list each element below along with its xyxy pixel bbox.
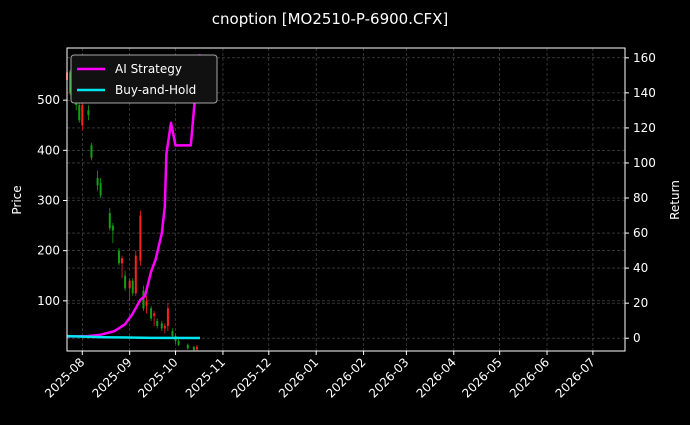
candle bbox=[81, 100, 84, 131]
candle bbox=[145, 295, 148, 314]
candle bbox=[139, 210, 142, 266]
candle-body bbox=[177, 340, 180, 345]
y-tick-label-right: 60 bbox=[633, 226, 648, 240]
candle bbox=[108, 208, 111, 231]
candle-body bbox=[96, 177, 99, 186]
y-tick-label-left: 300 bbox=[37, 194, 60, 208]
candle bbox=[121, 255, 124, 279]
candle bbox=[153, 310, 156, 326]
candle-body bbox=[78, 105, 81, 121]
candle-body bbox=[186, 344, 189, 349]
candle bbox=[99, 177, 102, 198]
candle-body bbox=[69, 72, 72, 93]
candle-body bbox=[171, 330, 174, 336]
y-tick-label-right: 20 bbox=[633, 296, 648, 310]
candle bbox=[166, 303, 169, 331]
y-tick-label-right: 120 bbox=[633, 121, 656, 135]
y-tick-label-right: 100 bbox=[633, 156, 656, 170]
x-tick-label: 2026-07 bbox=[553, 355, 598, 400]
legend-label-strategy: AI Strategy bbox=[115, 62, 182, 76]
candle bbox=[134, 250, 137, 296]
candle-body bbox=[134, 255, 137, 294]
x-tick-label: 2025-11 bbox=[183, 355, 228, 400]
candle-body bbox=[163, 325, 166, 329]
candle bbox=[192, 345, 195, 351]
candle-body bbox=[192, 346, 195, 350]
candle bbox=[186, 343, 189, 350]
candle bbox=[78, 100, 81, 123]
candle bbox=[131, 278, 134, 296]
x-tick-label: 2026-01 bbox=[276, 355, 321, 400]
candle bbox=[69, 70, 72, 96]
plot-frame bbox=[66, 47, 626, 352]
candle-body bbox=[121, 258, 124, 264]
x-tick-label: 2026-06 bbox=[507, 355, 552, 400]
candle bbox=[160, 320, 163, 331]
candle-body bbox=[111, 225, 114, 231]
x-tick-label: 2025-08 bbox=[42, 355, 87, 400]
y-tick-label-right: 80 bbox=[633, 191, 648, 205]
y-axis-label-right: Return bbox=[668, 180, 682, 220]
candle-body bbox=[160, 323, 163, 329]
candle-body bbox=[124, 275, 127, 289]
x-tick-label: 2026-03 bbox=[366, 355, 411, 400]
candle-body bbox=[142, 290, 145, 309]
candle bbox=[87, 105, 90, 121]
x-tick-label: 2026-05 bbox=[459, 355, 504, 400]
x-tick-label: 2026-02 bbox=[323, 355, 368, 400]
x-tick-label: 2025-10 bbox=[135, 355, 180, 400]
chart-title: cnoption [MO2510-P-6900.CFX] bbox=[212, 10, 448, 28]
y-tick-label-left: 100 bbox=[37, 294, 60, 308]
candle-body bbox=[90, 145, 93, 158]
candle-body bbox=[131, 280, 134, 294]
candle bbox=[111, 223, 114, 244]
y-tick-label-left: 200 bbox=[37, 244, 60, 258]
candle bbox=[163, 323, 166, 334]
candle-body bbox=[145, 300, 148, 306]
y-tick-label-right: 0 bbox=[633, 331, 641, 345]
candle bbox=[90, 142, 93, 161]
series-line-buy-and-hold bbox=[66, 334, 201, 340]
x-tick-label: 2025-12 bbox=[229, 355, 274, 400]
candle-body bbox=[166, 308, 169, 326]
candle-body bbox=[128, 280, 131, 289]
series-line-ai-strategy bbox=[66, 54, 202, 338]
candle bbox=[128, 278, 131, 301]
candle-body bbox=[150, 308, 153, 319]
x-tick-label: 2026-04 bbox=[414, 355, 459, 400]
candle-body bbox=[81, 105, 84, 126]
y-axis-label-left: Price bbox=[10, 185, 24, 214]
candle bbox=[195, 344, 198, 351]
candle bbox=[124, 270, 127, 291]
candle bbox=[150, 305, 153, 321]
candle-body bbox=[153, 313, 156, 316]
candle bbox=[96, 170, 99, 191]
candle-body bbox=[156, 320, 159, 326]
candle bbox=[117, 248, 120, 266]
legend-label-buy-hold: Buy-and-Hold bbox=[115, 83, 196, 97]
y-tick-label-left: 500 bbox=[37, 93, 60, 107]
candle-body bbox=[139, 215, 142, 261]
y-tick-label-right: 40 bbox=[633, 261, 648, 275]
candle-body bbox=[87, 110, 90, 116]
candle-body bbox=[99, 182, 102, 196]
y-tick-label-right: 160 bbox=[633, 51, 656, 65]
legend: AI Strategy Buy-and-Hold bbox=[70, 54, 218, 104]
y-tick-label-left: 400 bbox=[37, 143, 60, 157]
y-tick-label-right: 140 bbox=[633, 86, 656, 100]
candle-body bbox=[117, 250, 120, 264]
candle bbox=[156, 318, 159, 329]
candle-body bbox=[108, 213, 111, 229]
candle-body bbox=[195, 346, 198, 350]
x-tick-label: 2025-09 bbox=[89, 355, 134, 400]
